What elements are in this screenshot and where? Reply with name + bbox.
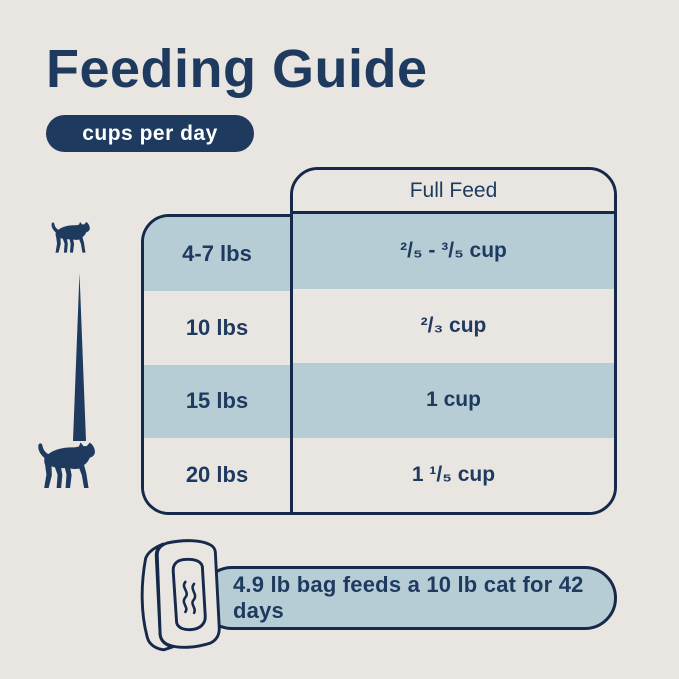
- small-cat-icon: [48, 221, 104, 258]
- table-row-weight-1: 4-7 lbs: [144, 217, 290, 291]
- food-bag-icon: [132, 536, 229, 653]
- weight-label: 4-7 lbs: [182, 240, 252, 266]
- full-feed-column: Full Feed ²/₅ - ³/₅ cup ²/₃ cup 1 cup 1 …: [290, 167, 617, 515]
- badge-label: cups per day: [82, 121, 218, 145]
- table-row-amount-1: ²/₅ - ³/₅ cup: [293, 214, 614, 289]
- weight-label: 10 lbs: [185, 314, 249, 340]
- amount-value: ²/₅ - ³/₅ cup: [400, 239, 507, 263]
- table-row-amount-3: 1 cup: [293, 363, 614, 438]
- size-increase-indicator: [73, 273, 86, 441]
- column-header-label: Full Feed: [409, 178, 498, 202]
- footnote-pill: 4.9 lb bag feeds a 10 lb cat for 42 days: [200, 566, 617, 630]
- footnote-text: 4.9 lb bag feeds a 10 lb cat for 42 days: [233, 572, 584, 623]
- amount-value: 1 cup: [426, 388, 481, 412]
- amount-value: ²/₃ cup: [420, 313, 487, 337]
- cups-per-day-badge: cups per day: [46, 115, 254, 152]
- amount-value: 1 ¹/₅ cup: [411, 462, 496, 486]
- weight-label: 15 lbs: [185, 388, 249, 414]
- table-row-amount-2: ²/₃ cup: [293, 288, 614, 363]
- table-row-weight-2: 10 lbs: [144, 290, 290, 365]
- weight-column: 4-7 lbs 10 lbs 15 lbs 20 lbs: [141, 214, 290, 515]
- column-header-full-feed: Full Feed: [293, 170, 614, 214]
- table-row-weight-4: 20 lbs: [144, 438, 290, 512]
- page-title: Feeding Guide: [46, 39, 428, 99]
- table-row-amount-4: 1 ¹/₅ cup: [293, 437, 614, 512]
- weight-label: 20 lbs: [185, 462, 249, 488]
- table-row-weight-3: 15 lbs: [144, 364, 290, 439]
- large-cat-icon: [33, 441, 116, 496]
